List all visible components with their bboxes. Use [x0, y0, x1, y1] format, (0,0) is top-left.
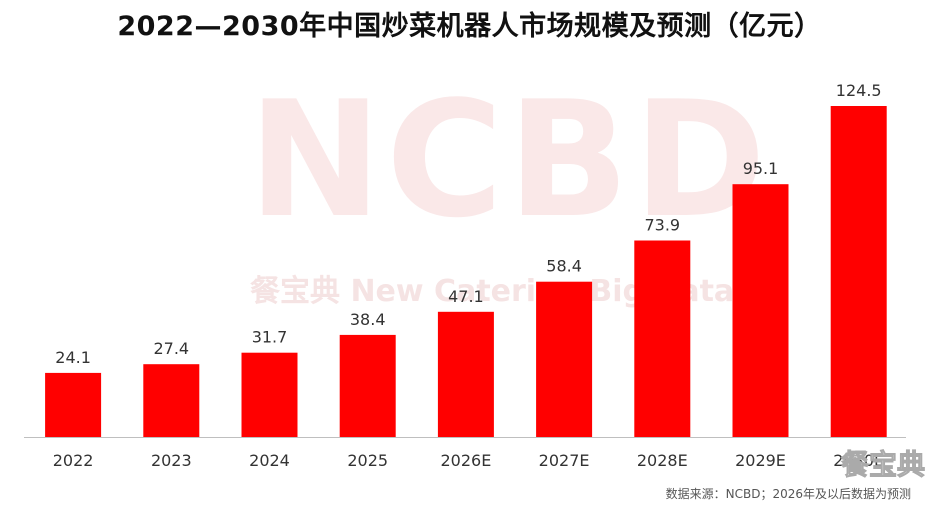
x-tick-label-2030E: 2030E: [833, 451, 884, 470]
value-label-2028E: 73.9: [644, 216, 680, 235]
value-label-2024: 31.7: [252, 328, 288, 347]
value-label-2026E: 47.1: [448, 287, 484, 306]
x-tick-label-2022: 2022: [53, 451, 94, 470]
value-label-2025: 38.4: [350, 310, 386, 329]
value-label-2030E: 124.5: [836, 81, 882, 100]
x-tick-label-2027E: 2027E: [539, 451, 590, 470]
x-tick-label-2026E: 2026E: [440, 451, 491, 470]
source-note: 数据来源：NCBD；2026年及以后数据为预测: [665, 487, 911, 501]
value-label-2029E: 95.1: [743, 159, 779, 178]
bar-2024: [241, 352, 298, 437]
bar-2027E: [536, 281, 593, 437]
x-tick-label-2025: 2025: [347, 451, 388, 470]
bar-2029E: [732, 184, 789, 437]
chart-title: 2022—2030年中国炒菜机器人市场规模及预测（亿元）: [117, 11, 822, 42]
x-tick-label-2029E: 2029E: [735, 451, 786, 470]
bar-2022: [45, 372, 102, 437]
bar-2026E: [437, 311, 494, 437]
labels-layer: 24.1 2022 27.4 2023 31.7 2024 38.4 2025 47.1 2026…: [53, 81, 884, 470]
x-tick-label-2023: 2023: [151, 451, 192, 470]
value-label-2022: 24.1: [55, 348, 91, 367]
value-label-2027E: 58.4: [546, 257, 582, 276]
x-tick-label-2028E: 2028E: [637, 451, 688, 470]
x-tick-label-2024: 2024: [249, 451, 290, 470]
bar-2028E: [634, 240, 691, 437]
bar-2025: [339, 334, 396, 437]
value-label-2023: 27.4: [153, 339, 189, 358]
bars-layer: [45, 106, 887, 437]
bar-2023: [143, 364, 200, 437]
corner-watermark: 餐宝典: [840, 448, 925, 482]
bar-2030E: [830, 106, 887, 437]
